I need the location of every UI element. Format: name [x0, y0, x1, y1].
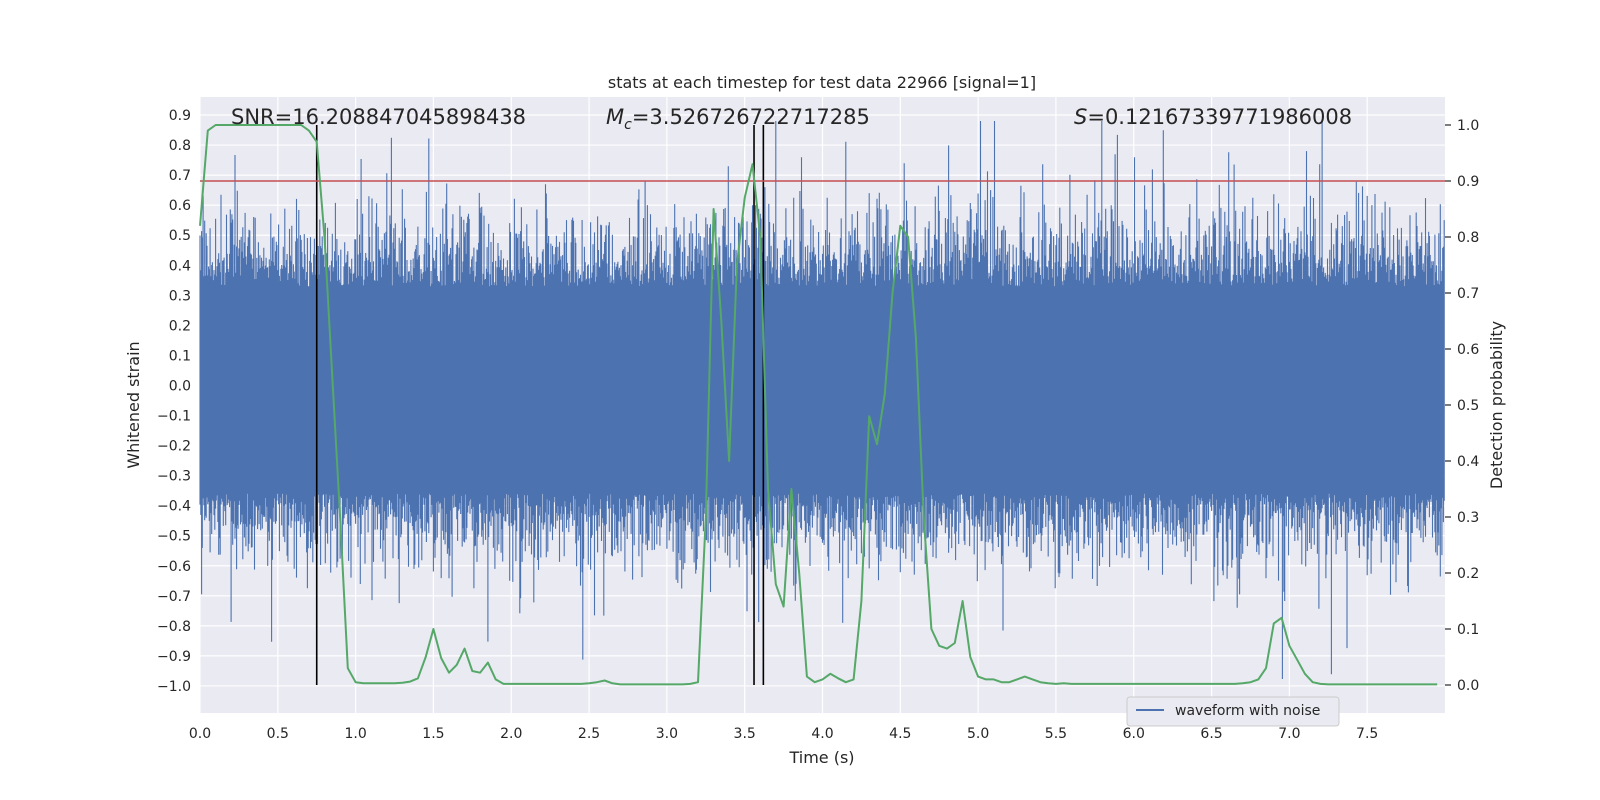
legend-box — [1126, 696, 1340, 727]
mc-symbol: M — [606, 105, 624, 129]
x-tick-label: 6.0 — [1123, 726, 1145, 742]
x-tick-label: 3.0 — [656, 726, 678, 742]
mc-subscript: c — [624, 117, 632, 133]
y-left-tick-label: −0.7 — [157, 589, 191, 605]
y-axis-left-ticks: 0.9 0.8 0.7 0.6 0.5 0.4 0.3 0.2 0.1 0.0 −0.1 −0.2 −0… — [157, 108, 191, 695]
y-right-tick-label: 0.6 — [1457, 342, 1479, 358]
y-left-tick-label: −1.0 — [157, 679, 191, 695]
x-tick-label: 5.0 — [967, 726, 989, 742]
y-left-tick-label: 0.7 — [169, 168, 191, 184]
y-left-tick-label: −0.9 — [157, 649, 191, 665]
chart-title: stats at each timestep for test data 229… — [608, 73, 1036, 92]
y-axis-right-label: Detection probability — [1487, 321, 1506, 489]
s-symbol: S — [1074, 105, 1087, 129]
x-tick-label: 2.5 — [578, 726, 600, 742]
x-tick-label: 7.5 — [1356, 726, 1378, 742]
waveform-path — [199, 121, 1445, 679]
y-left-tick-label: 0.3 — [169, 288, 191, 304]
y-left-tick-label: −0.3 — [157, 469, 191, 485]
probability-line — [199, 124, 1438, 686]
x-tick-label: 1.5 — [422, 726, 444, 742]
x-tick-label: 5.5 — [1045, 726, 1067, 742]
y-left-tick-label: 0.2 — [169, 318, 191, 334]
y-axis-left-label: Whitened strain — [124, 341, 143, 468]
snr-annotation: SNR=16.208847045898438 — [231, 105, 526, 129]
legend: waveform with noise — [1126, 696, 1340, 727]
x-tick-label: 4.5 — [889, 726, 911, 742]
y-left-tick-label: 0.5 — [169, 228, 191, 244]
y-right-tick-label: 0.5 — [1457, 398, 1479, 414]
y-axis-right-ticks: 1.0 0.9 0.8 0.7 0.6 0.5 0.4 0.3 0.2 0.1 0.0 — [1445, 118, 1479, 694]
y-right-tick-label: 0.2 — [1457, 566, 1479, 582]
y-left-tick-label: −0.2 — [157, 439, 191, 455]
s-annotation: S=0.12167339771986008 — [1074, 105, 1352, 129]
y-right-tick-label: 0.1 — [1457, 622, 1479, 638]
x-axis-ticks: 0.0 0.5 1.0 1.5 2.0 2.5 3.0 3.5 4.0 4.5 5.0 5.5 6.0 6… — [189, 726, 1378, 742]
mc-annotation: Mc=3.526726722717285 — [606, 105, 870, 133]
y-left-tick-label: 0.8 — [169, 138, 191, 154]
x-tick-label: 6.5 — [1200, 726, 1222, 742]
y-left-tick-label: 0.9 — [169, 108, 191, 124]
x-axis-label: Time (s) — [788, 748, 854, 767]
y-right-tick-label: 0.9 — [1457, 174, 1479, 190]
waveform-series — [199, 121, 1445, 679]
x-tick-label: 2.0 — [500, 726, 522, 742]
x-tick-label: 1.0 — [344, 726, 366, 742]
y-right-tick-label: 1.0 — [1457, 118, 1479, 134]
x-tick-label: 4.0 — [811, 726, 833, 742]
probability-series — [199, 124, 1438, 686]
y-left-tick-label: −0.4 — [157, 499, 191, 515]
mc-value: =3.526726722717285 — [632, 105, 870, 129]
y-left-tick-label: −0.6 — [157, 559, 191, 575]
y-left-tick-label: −0.8 — [157, 619, 191, 635]
y-left-tick-label: 0.6 — [169, 198, 191, 214]
x-tick-label: 7.0 — [1278, 726, 1300, 742]
y-left-tick-label: 0.1 — [169, 348, 191, 364]
y-left-tick-label: 0.0 — [169, 378, 191, 394]
y-left-tick-label: −0.5 — [157, 529, 191, 545]
y-right-tick-label: 0.3 — [1457, 510, 1479, 526]
legend-label: waveform with noise — [1175, 703, 1320, 719]
y-left-tick-label: 0.4 — [169, 258, 191, 274]
y-right-tick-label: 0.4 — [1457, 454, 1479, 470]
y-right-tick-label: 0.0 — [1457, 678, 1479, 694]
y-right-tick-label: 0.8 — [1457, 230, 1479, 246]
y-right-tick-label: 0.7 — [1457, 286, 1479, 302]
x-tick-label: 0.5 — [267, 726, 289, 742]
vertical-markers — [315, 125, 765, 685]
x-tick-label: 0.0 — [189, 726, 211, 742]
y-left-tick-label: −0.1 — [157, 409, 191, 425]
x-tick-label: 3.5 — [734, 726, 756, 742]
s-value: =0.12167339771986008 — [1087, 105, 1352, 129]
